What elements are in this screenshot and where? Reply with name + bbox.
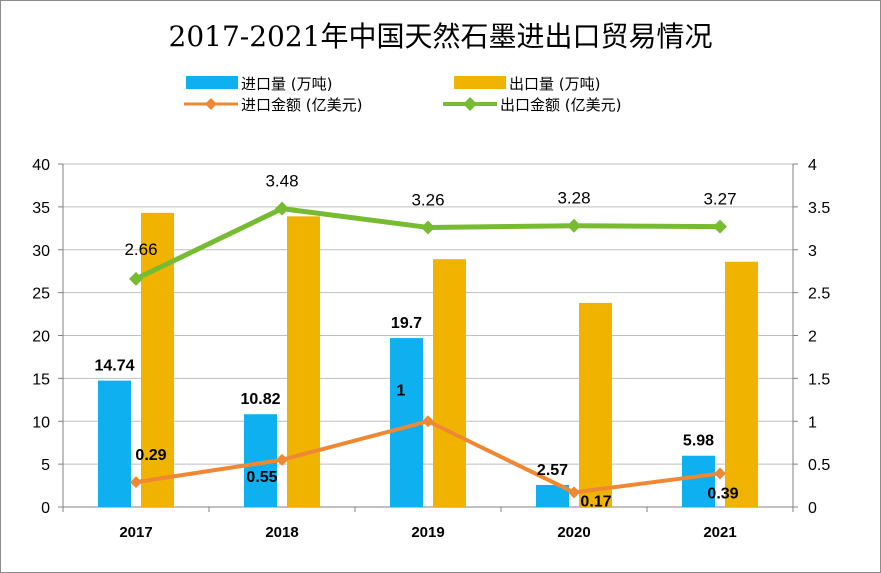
- bars: [98, 212, 758, 507]
- bar-import-volume: [98, 380, 131, 507]
- y-left-tick-label: 5: [41, 457, 50, 474]
- x-tick-label: 2018: [265, 524, 298, 541]
- y-left-tick-label: 0: [41, 500, 50, 517]
- marker-export-value: [275, 201, 289, 216]
- y-left-tick-label: 40: [32, 157, 50, 174]
- data-label-import-value: 0.17: [580, 493, 611, 510]
- marker-import-value: [276, 453, 288, 466]
- marker-import-value: [130, 476, 142, 489]
- y-right-tick-label: 2.5: [808, 286, 830, 303]
- marker-export-value: [129, 271, 143, 286]
- legend-label-import-value: 进口金额 (亿美元): [241, 96, 363, 114]
- bar-export-volume: [433, 259, 466, 507]
- marker-export-value: [567, 218, 581, 233]
- data-label-import-volume: 14.74: [94, 358, 134, 375]
- data-label-import-volume: 2.57: [537, 462, 568, 479]
- data-label-import-value: 0.29: [135, 447, 166, 464]
- y-right-tick-label: 0.5: [808, 457, 830, 474]
- data-label-export-value: 2.66: [124, 240, 157, 259]
- marker-import-value: [422, 415, 434, 428]
- legend-swatch-export-volume: [454, 76, 506, 89]
- legend-swatch-import-volume: [186, 76, 238, 89]
- bar-export-volume: [579, 302, 612, 507]
- legend-swatch-import-value: [184, 98, 238, 110]
- data-label-import-volume: 5.98: [683, 433, 714, 450]
- legend-swatch-export-value: [443, 97, 497, 111]
- data-label-export-value: 3.28: [557, 189, 590, 208]
- y-left-tick-label: 15: [32, 371, 50, 388]
- legend-label-export-volume: 出口量 (万吨): [509, 75, 601, 93]
- marker-import-value: [568, 486, 580, 499]
- marker-export-value: [421, 220, 435, 235]
- data-label-export-value: 3.26: [411, 190, 444, 209]
- data-label-export-value: 3.27: [703, 190, 736, 209]
- series-lines: [129, 201, 727, 499]
- x-tick-label: 2019: [411, 524, 444, 541]
- x-tick-label: 2017: [119, 524, 152, 541]
- y-left-tick-label: 10: [32, 414, 50, 431]
- data-label-import-value: 0.39: [707, 486, 738, 503]
- y-left-tick-label: 30: [32, 243, 50, 260]
- gridlines: [63, 163, 793, 465]
- y-right-tick-label: 3.5: [808, 200, 830, 217]
- y-right-tick-label: 1: [808, 414, 817, 431]
- data-label-import-value: 1: [397, 382, 406, 399]
- marker-export-value: [713, 219, 727, 234]
- bar-import-volume: [536, 484, 569, 507]
- chart-title: 2017-2021年中国天然石墨进出口贸易情况: [168, 20, 713, 53]
- x-tick-label: 2021: [703, 524, 736, 541]
- axes: 0 5 10 15 20 25 30 35 40 0 0.5 1 1.5 2 2.5 3 3.5 4 2017 201…: [32, 157, 830, 541]
- line-import-value: [135, 419, 721, 495]
- legend-label-import-volume: 进口量 (万吨): [241, 75, 333, 93]
- bar-export-volume: [725, 261, 758, 507]
- data-labels: 14.74 10.82 19.7 2.57 5.98 0.29 0.55 1 0.17 0.39 2…: [94, 172, 738, 511]
- data-label-export-value: 3.48: [265, 172, 298, 191]
- y-right-tick-label: 2: [808, 329, 817, 346]
- bar-import-volume: [682, 455, 715, 507]
- y-left-tick-label: 25: [32, 286, 50, 303]
- data-label-import-value: 0.55: [246, 469, 277, 486]
- y-right-tick-label: 1.5: [808, 371, 830, 388]
- line-export-value: [134, 206, 721, 282]
- marker-import-value: [714, 467, 726, 480]
- legend-label-export-value: 出口金额 (亿美元): [500, 96, 622, 114]
- y-right-tick-label: 0: [808, 500, 817, 517]
- y-left-tick-label: 35: [32, 200, 50, 217]
- data-label-import-volume: 10.82: [240, 391, 280, 408]
- y-right-tick-label: 4: [808, 157, 817, 174]
- data-label-import-volume: 19.7: [391, 315, 422, 332]
- x-tick-label: 2020: [557, 524, 590, 541]
- bar-export-volume: [287, 216, 320, 507]
- y-left-tick-label: 20: [32, 329, 50, 346]
- y-right-tick-label: 3: [808, 243, 817, 260]
